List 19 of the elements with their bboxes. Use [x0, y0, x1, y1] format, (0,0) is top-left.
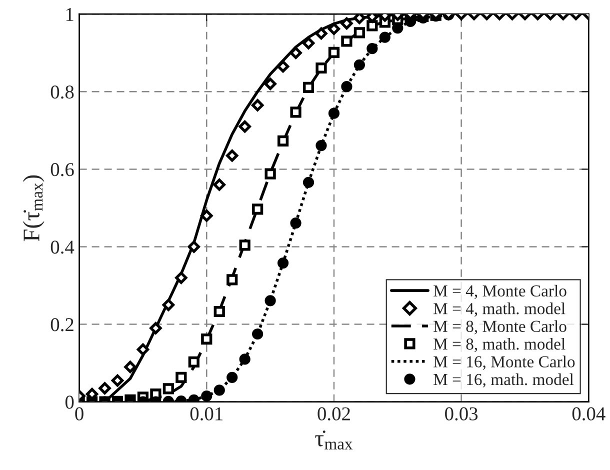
legend-label: M = 4, math. model — [434, 302, 566, 317]
x-tick-label: 0.03 — [445, 407, 478, 420]
legend-label: M = 8, math. model — [434, 338, 566, 352]
y-axis-title: F(τ̇$_{max}$) — [22, 175, 44, 242]
x-tick-label: 0 — [75, 407, 84, 420]
legend-label: M = 8, Monte Carlo — [434, 320, 566, 334]
x-tick-label: 0.01 — [190, 407, 222, 420]
y-tick-label: 0.4 — [50, 240, 74, 254]
legend-label: M = 4, Monte Carlo — [434, 284, 566, 299]
legend-label: M = 16, math. model — [434, 373, 574, 388]
y-tick-label: 0.8 — [50, 85, 74, 99]
legend-label: M = 16, Monte Carlo — [434, 356, 575, 370]
x-axis-title: τ̇$_{max}$ — [315, 430, 353, 450]
y-tick-label: 0 — [65, 396, 74, 409]
y-tick-label: 0.6 — [50, 163, 74, 176]
y-tick-label: 0.2 — [50, 318, 74, 332]
x-tick-label: 0.02 — [318, 407, 350, 420]
x-tick-label: 0.04 — [572, 407, 606, 420]
y-tick-label: 1 — [66, 8, 74, 21]
